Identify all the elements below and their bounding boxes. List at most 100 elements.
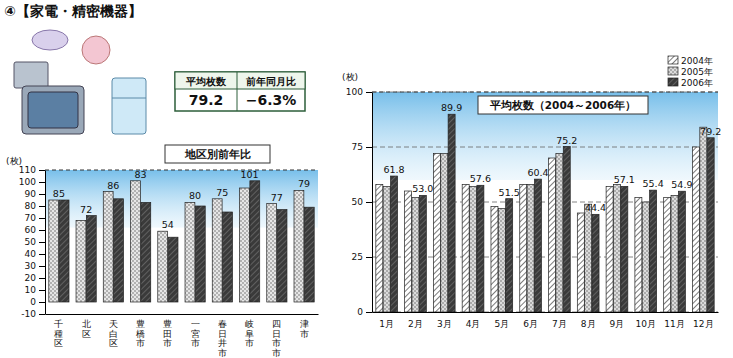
tick: 50	[352, 197, 372, 207]
tick-label: 50	[25, 237, 37, 247]
tick: 9月	[610, 312, 625, 329]
legend-item: 2004年	[668, 56, 713, 66]
bar	[383, 187, 390, 312]
tick: 千種区	[54, 314, 63, 348]
tick-mark	[366, 202, 372, 203]
bar	[250, 181, 260, 302]
tick-label-char: 白	[109, 329, 118, 339]
data-label: 55.4	[643, 178, 664, 189]
tick-label: 一宮市	[191, 319, 200, 348]
bar	[563, 147, 570, 312]
tick-label: 50	[352, 197, 364, 207]
chart-title: 平均枚数（2004～2006年）	[489, 99, 636, 112]
tick-label: 岐阜市	[245, 319, 254, 348]
bar	[462, 184, 469, 312]
tick-label: 7月	[552, 319, 567, 329]
tick: 8月	[581, 312, 596, 329]
tick-label-char: 春	[218, 319, 227, 329]
tick: 12月	[693, 312, 713, 329]
grid-line	[372, 147, 718, 148]
tick: 10月	[636, 312, 656, 329]
tick-label: 5月	[494, 319, 509, 329]
bar	[635, 198, 642, 312]
tick-label-char: 市	[272, 348, 281, 358]
legend-label: 2006年	[681, 78, 713, 88]
bar	[527, 184, 534, 312]
tick: 5月	[494, 312, 509, 329]
legend-swatch	[668, 56, 678, 64]
tick-label: 10	[25, 285, 37, 295]
data-label: 77	[271, 192, 283, 203]
bar	[613, 184, 620, 312]
tick-label: 2月	[408, 319, 423, 329]
table-value: 79.2	[189, 92, 224, 108]
tick-label-char: 市	[191, 338, 200, 348]
tick-mark	[39, 230, 45, 231]
axis-line	[373, 312, 719, 313]
tick-mark	[39, 314, 45, 315]
data-label: 61.8	[383, 164, 404, 175]
tick: 10	[25, 285, 45, 295]
data-label: 83	[135, 169, 147, 180]
bar	[585, 204, 592, 312]
bar	[419, 195, 426, 312]
tick-label-char: 区	[109, 338, 118, 348]
bar	[59, 200, 69, 302]
bar	[212, 199, 222, 302]
tick: 2月	[408, 312, 423, 329]
tick: 北区	[82, 314, 91, 339]
tick-label-char: 阜	[245, 329, 254, 339]
tick: 75	[352, 142, 372, 152]
tick: 80	[25, 201, 45, 211]
tick-label-char: 千	[54, 319, 63, 329]
legend-item: 2005年	[668, 67, 713, 77]
chart-title: 地区別前年比	[184, 148, 251, 160]
y-axis: -100102030405060708090100110	[19, 165, 46, 319]
chart: 61.853.089.957.651.560.475.244.457.155.4…	[342, 56, 721, 329]
data-label: 75.2	[556, 135, 577, 146]
tick-label: 北区	[82, 319, 91, 339]
bar	[671, 195, 678, 312]
data-label: 79.2	[700, 126, 721, 137]
bar	[520, 184, 527, 312]
tick-mark	[39, 194, 45, 195]
tick-label-char: 区	[82, 329, 91, 339]
tick-label: 1月	[379, 319, 394, 329]
tick-label: 11月	[664, 319, 684, 329]
y-axis: 0255075100	[346, 87, 373, 317]
tick-label: 千種区	[54, 319, 63, 348]
title-box	[165, 145, 270, 163]
plot-frame	[45, 170, 318, 171]
tick: 豊田市	[163, 314, 172, 348]
table-header: 前年同月比	[245, 76, 296, 87]
tick-label: 40	[25, 249, 37, 259]
data-label: 53.0	[412, 183, 433, 194]
data-label: 54	[162, 219, 174, 230]
tick: 3月	[437, 312, 452, 329]
grid-line	[372, 92, 718, 93]
legend: 2004年2005年2006年	[668, 56, 713, 88]
tick-label-char: 豊	[136, 319, 145, 329]
tick-label: 110	[19, 165, 36, 175]
bar	[556, 154, 563, 312]
tick-label-char: 区	[54, 338, 63, 348]
tick-label: 0	[30, 297, 36, 307]
tick: 春日井市	[218, 314, 227, 358]
bar	[412, 198, 419, 312]
tick-label-char: 市	[163, 338, 172, 348]
tick-label-char: 井	[218, 338, 227, 348]
bar	[277, 210, 287, 302]
tick-mark	[39, 302, 45, 303]
bar	[267, 204, 277, 302]
data-label: 54.9	[671, 179, 692, 190]
bar	[477, 185, 484, 312]
tick-label-char: 津	[300, 319, 309, 329]
tick-label: 80	[25, 201, 37, 211]
tick: 一宮市	[191, 314, 200, 348]
plot-frame	[372, 92, 718, 93]
data-label: 57.6	[470, 173, 491, 184]
bars	[376, 114, 714, 312]
tick: 11月	[664, 312, 684, 329]
bar	[592, 214, 599, 312]
tick-mark	[39, 290, 45, 291]
